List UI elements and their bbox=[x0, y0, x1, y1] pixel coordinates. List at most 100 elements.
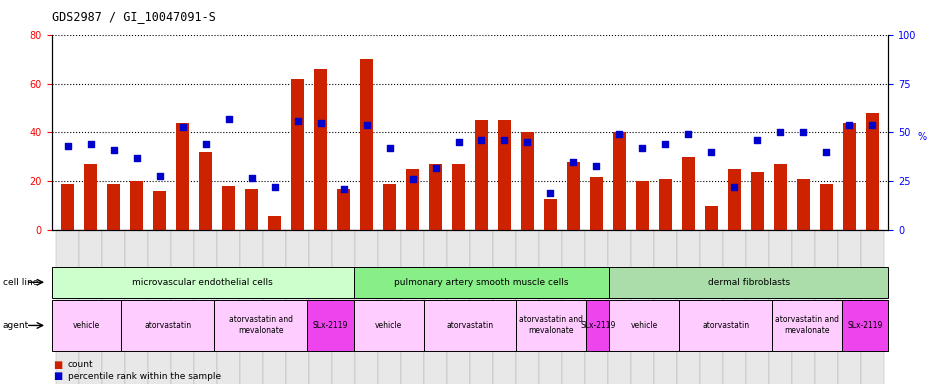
Point bbox=[313, 120, 328, 126]
Text: atorvastatin and
mevalonate: atorvastatin and mevalonate bbox=[519, 315, 584, 336]
Bar bbox=[85, 164, 97, 230]
Bar bbox=[797, 179, 809, 230]
Bar bbox=[476, 120, 488, 230]
Point bbox=[543, 190, 558, 196]
FancyBboxPatch shape bbox=[217, 230, 240, 384]
Bar bbox=[360, 59, 373, 230]
FancyBboxPatch shape bbox=[677, 230, 700, 384]
Text: ■: ■ bbox=[54, 360, 63, 370]
Text: atorvastatin and
mevalonate: atorvastatin and mevalonate bbox=[775, 315, 839, 336]
Bar bbox=[751, 172, 763, 230]
Bar bbox=[498, 120, 510, 230]
FancyBboxPatch shape bbox=[355, 230, 378, 384]
Text: percentile rank within the sample: percentile rank within the sample bbox=[68, 372, 221, 381]
FancyBboxPatch shape bbox=[745, 230, 769, 384]
Point bbox=[290, 118, 306, 124]
Text: pulmonary artery smooth muscle cells: pulmonary artery smooth muscle cells bbox=[395, 278, 569, 287]
Text: ■: ■ bbox=[54, 371, 63, 381]
Y-axis label: %: % bbox=[917, 132, 927, 142]
Bar bbox=[131, 182, 143, 230]
Point bbox=[198, 141, 213, 147]
Bar bbox=[452, 164, 464, 230]
Point bbox=[152, 172, 167, 179]
Point bbox=[244, 174, 259, 180]
Bar bbox=[430, 164, 442, 230]
Point bbox=[681, 131, 696, 137]
Bar bbox=[153, 191, 166, 230]
Point bbox=[451, 139, 466, 146]
Text: atorvastatin: atorvastatin bbox=[702, 321, 749, 330]
Text: vehicle: vehicle bbox=[631, 321, 658, 330]
FancyBboxPatch shape bbox=[516, 230, 539, 384]
FancyBboxPatch shape bbox=[149, 230, 171, 384]
Point bbox=[359, 122, 374, 128]
Point bbox=[819, 149, 834, 155]
Bar bbox=[268, 216, 281, 230]
Bar bbox=[199, 152, 212, 230]
FancyBboxPatch shape bbox=[195, 230, 217, 384]
FancyBboxPatch shape bbox=[861, 230, 884, 384]
Text: atorvastatin and
mevalonate: atorvastatin and mevalonate bbox=[228, 315, 293, 336]
Text: SLx-2119: SLx-2119 bbox=[847, 321, 883, 330]
Point bbox=[634, 145, 650, 151]
Text: GDS2987 / GI_10047091-S: GDS2987 / GI_10047091-S bbox=[52, 10, 215, 23]
Bar bbox=[820, 184, 833, 230]
FancyBboxPatch shape bbox=[102, 230, 125, 384]
FancyBboxPatch shape bbox=[378, 230, 401, 384]
FancyBboxPatch shape bbox=[493, 230, 516, 384]
Point bbox=[566, 159, 581, 165]
Bar bbox=[866, 113, 879, 230]
FancyBboxPatch shape bbox=[791, 230, 815, 384]
Bar bbox=[636, 182, 649, 230]
Bar bbox=[659, 179, 672, 230]
Point bbox=[428, 165, 443, 171]
Bar bbox=[223, 186, 235, 230]
Point bbox=[175, 124, 190, 130]
Bar bbox=[843, 123, 855, 230]
Text: vehicle: vehicle bbox=[375, 321, 402, 330]
Text: microvascular endothelial cells: microvascular endothelial cells bbox=[133, 278, 274, 287]
Bar bbox=[774, 164, 787, 230]
Point bbox=[773, 129, 788, 136]
FancyBboxPatch shape bbox=[654, 230, 677, 384]
Point bbox=[658, 141, 673, 147]
FancyBboxPatch shape bbox=[723, 230, 745, 384]
Bar bbox=[107, 184, 120, 230]
Bar bbox=[613, 132, 626, 230]
Bar bbox=[567, 162, 580, 230]
Point bbox=[267, 184, 282, 190]
Point bbox=[497, 137, 512, 143]
Point bbox=[704, 149, 719, 155]
Point bbox=[221, 116, 236, 122]
Bar bbox=[590, 177, 603, 230]
Point bbox=[612, 131, 627, 137]
FancyBboxPatch shape bbox=[263, 230, 286, 384]
Bar bbox=[384, 184, 396, 230]
FancyBboxPatch shape bbox=[838, 230, 861, 384]
Text: agent: agent bbox=[3, 321, 29, 330]
FancyBboxPatch shape bbox=[56, 230, 79, 384]
Text: cell line: cell line bbox=[3, 278, 39, 287]
Bar bbox=[291, 79, 304, 230]
Point bbox=[60, 143, 75, 149]
FancyBboxPatch shape bbox=[79, 230, 102, 384]
Point bbox=[84, 141, 99, 147]
Point bbox=[520, 139, 535, 146]
Point bbox=[588, 163, 603, 169]
Point bbox=[865, 122, 880, 128]
Point bbox=[841, 122, 856, 128]
FancyBboxPatch shape bbox=[608, 230, 631, 384]
FancyBboxPatch shape bbox=[240, 230, 263, 384]
FancyBboxPatch shape bbox=[171, 230, 195, 384]
Bar bbox=[544, 199, 556, 230]
FancyBboxPatch shape bbox=[447, 230, 470, 384]
Bar bbox=[337, 189, 350, 230]
FancyBboxPatch shape bbox=[631, 230, 654, 384]
Text: atorvastatin: atorvastatin bbox=[145, 321, 192, 330]
Text: SLx-2119: SLx-2119 bbox=[580, 321, 616, 330]
FancyBboxPatch shape bbox=[562, 230, 585, 384]
FancyBboxPatch shape bbox=[309, 230, 332, 384]
Bar bbox=[177, 123, 189, 230]
FancyBboxPatch shape bbox=[585, 230, 608, 384]
FancyBboxPatch shape bbox=[470, 230, 493, 384]
